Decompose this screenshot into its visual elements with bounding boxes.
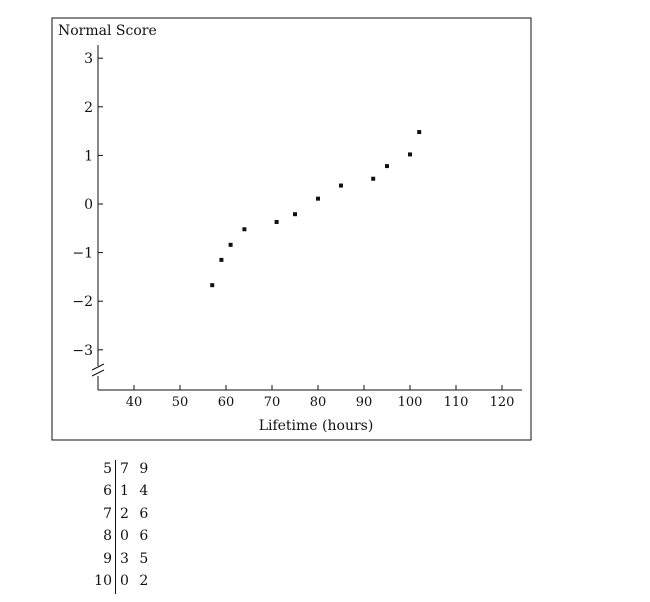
x-tick-label: 120 — [490, 395, 515, 410]
data-point — [293, 212, 297, 217]
data-point — [219, 257, 224, 262]
x-tick-label: 70 — [264, 395, 281, 410]
axes — [91, 45, 522, 391]
x-tick-label: 60 — [218, 395, 235, 410]
y-tick-label: −1 — [72, 246, 93, 262]
leaves: 7 9 — [120, 461, 152, 477]
x-tick-label: 110 — [444, 395, 469, 410]
x-tick-label: 100 — [398, 395, 423, 410]
leaves: 0 2 — [120, 572, 152, 589]
data-point — [228, 242, 233, 247]
data-point — [210, 283, 215, 288]
data-point — [339, 183, 343, 188]
x-axis-label: Lifetime (hours) — [259, 418, 374, 434]
data-point — [385, 164, 389, 169]
x-tick-label: 40 — [126, 395, 143, 410]
stem: 7 — [103, 505, 112, 522]
stem: 9 — [103, 550, 112, 567]
y-tick-label: −2 — [72, 294, 93, 310]
plot-frame — [51, 17, 532, 441]
stem: 5 — [103, 461, 112, 477]
x-tick-label: 90 — [356, 395, 373, 410]
y-axis-break-mark — [91, 369, 105, 377]
y-tick-label: 3 — [84, 51, 93, 67]
data-point — [417, 130, 422, 135]
leaves: 3 5 — [120, 550, 152, 567]
data-points — [210, 130, 422, 288]
normal-probability-plot: Normal Score Lifetime (hours) 3 2 1 0 −1 −2 −3… — [51, 17, 532, 441]
x-tick-label: 50 — [172, 395, 189, 410]
y-axis-label: Normal Score — [58, 23, 157, 39]
data-point — [316, 196, 320, 201]
x-tick-label: 80 — [310, 395, 327, 410]
data-point — [242, 227, 247, 232]
y-axis-break-mark — [91, 363, 105, 371]
data-point — [408, 152, 412, 157]
y-tick-label: 0 — [84, 197, 93, 213]
y-tick-label: 2 — [84, 100, 93, 116]
stem: 6 — [103, 483, 112, 500]
y-tick-label: 1 — [84, 148, 93, 164]
x-axis-ticks: 40 50 60 70 80 90 100 110 120 — [126, 385, 515, 410]
leaves: 2 6 — [120, 505, 152, 522]
y-axis-ticks: 3 2 1 0 −1 −2 −3 — [72, 51, 103, 359]
stem: 8 — [103, 528, 112, 545]
y-tick-label: −3 — [72, 343, 93, 359]
data-point — [371, 176, 376, 181]
leaves: 1 4 — [120, 483, 152, 500]
stem: 10 — [94, 572, 112, 589]
leaves: 0 6 — [120, 528, 152, 545]
stem-leaf-divider — [115, 460, 116, 594]
data-point — [274, 219, 279, 224]
